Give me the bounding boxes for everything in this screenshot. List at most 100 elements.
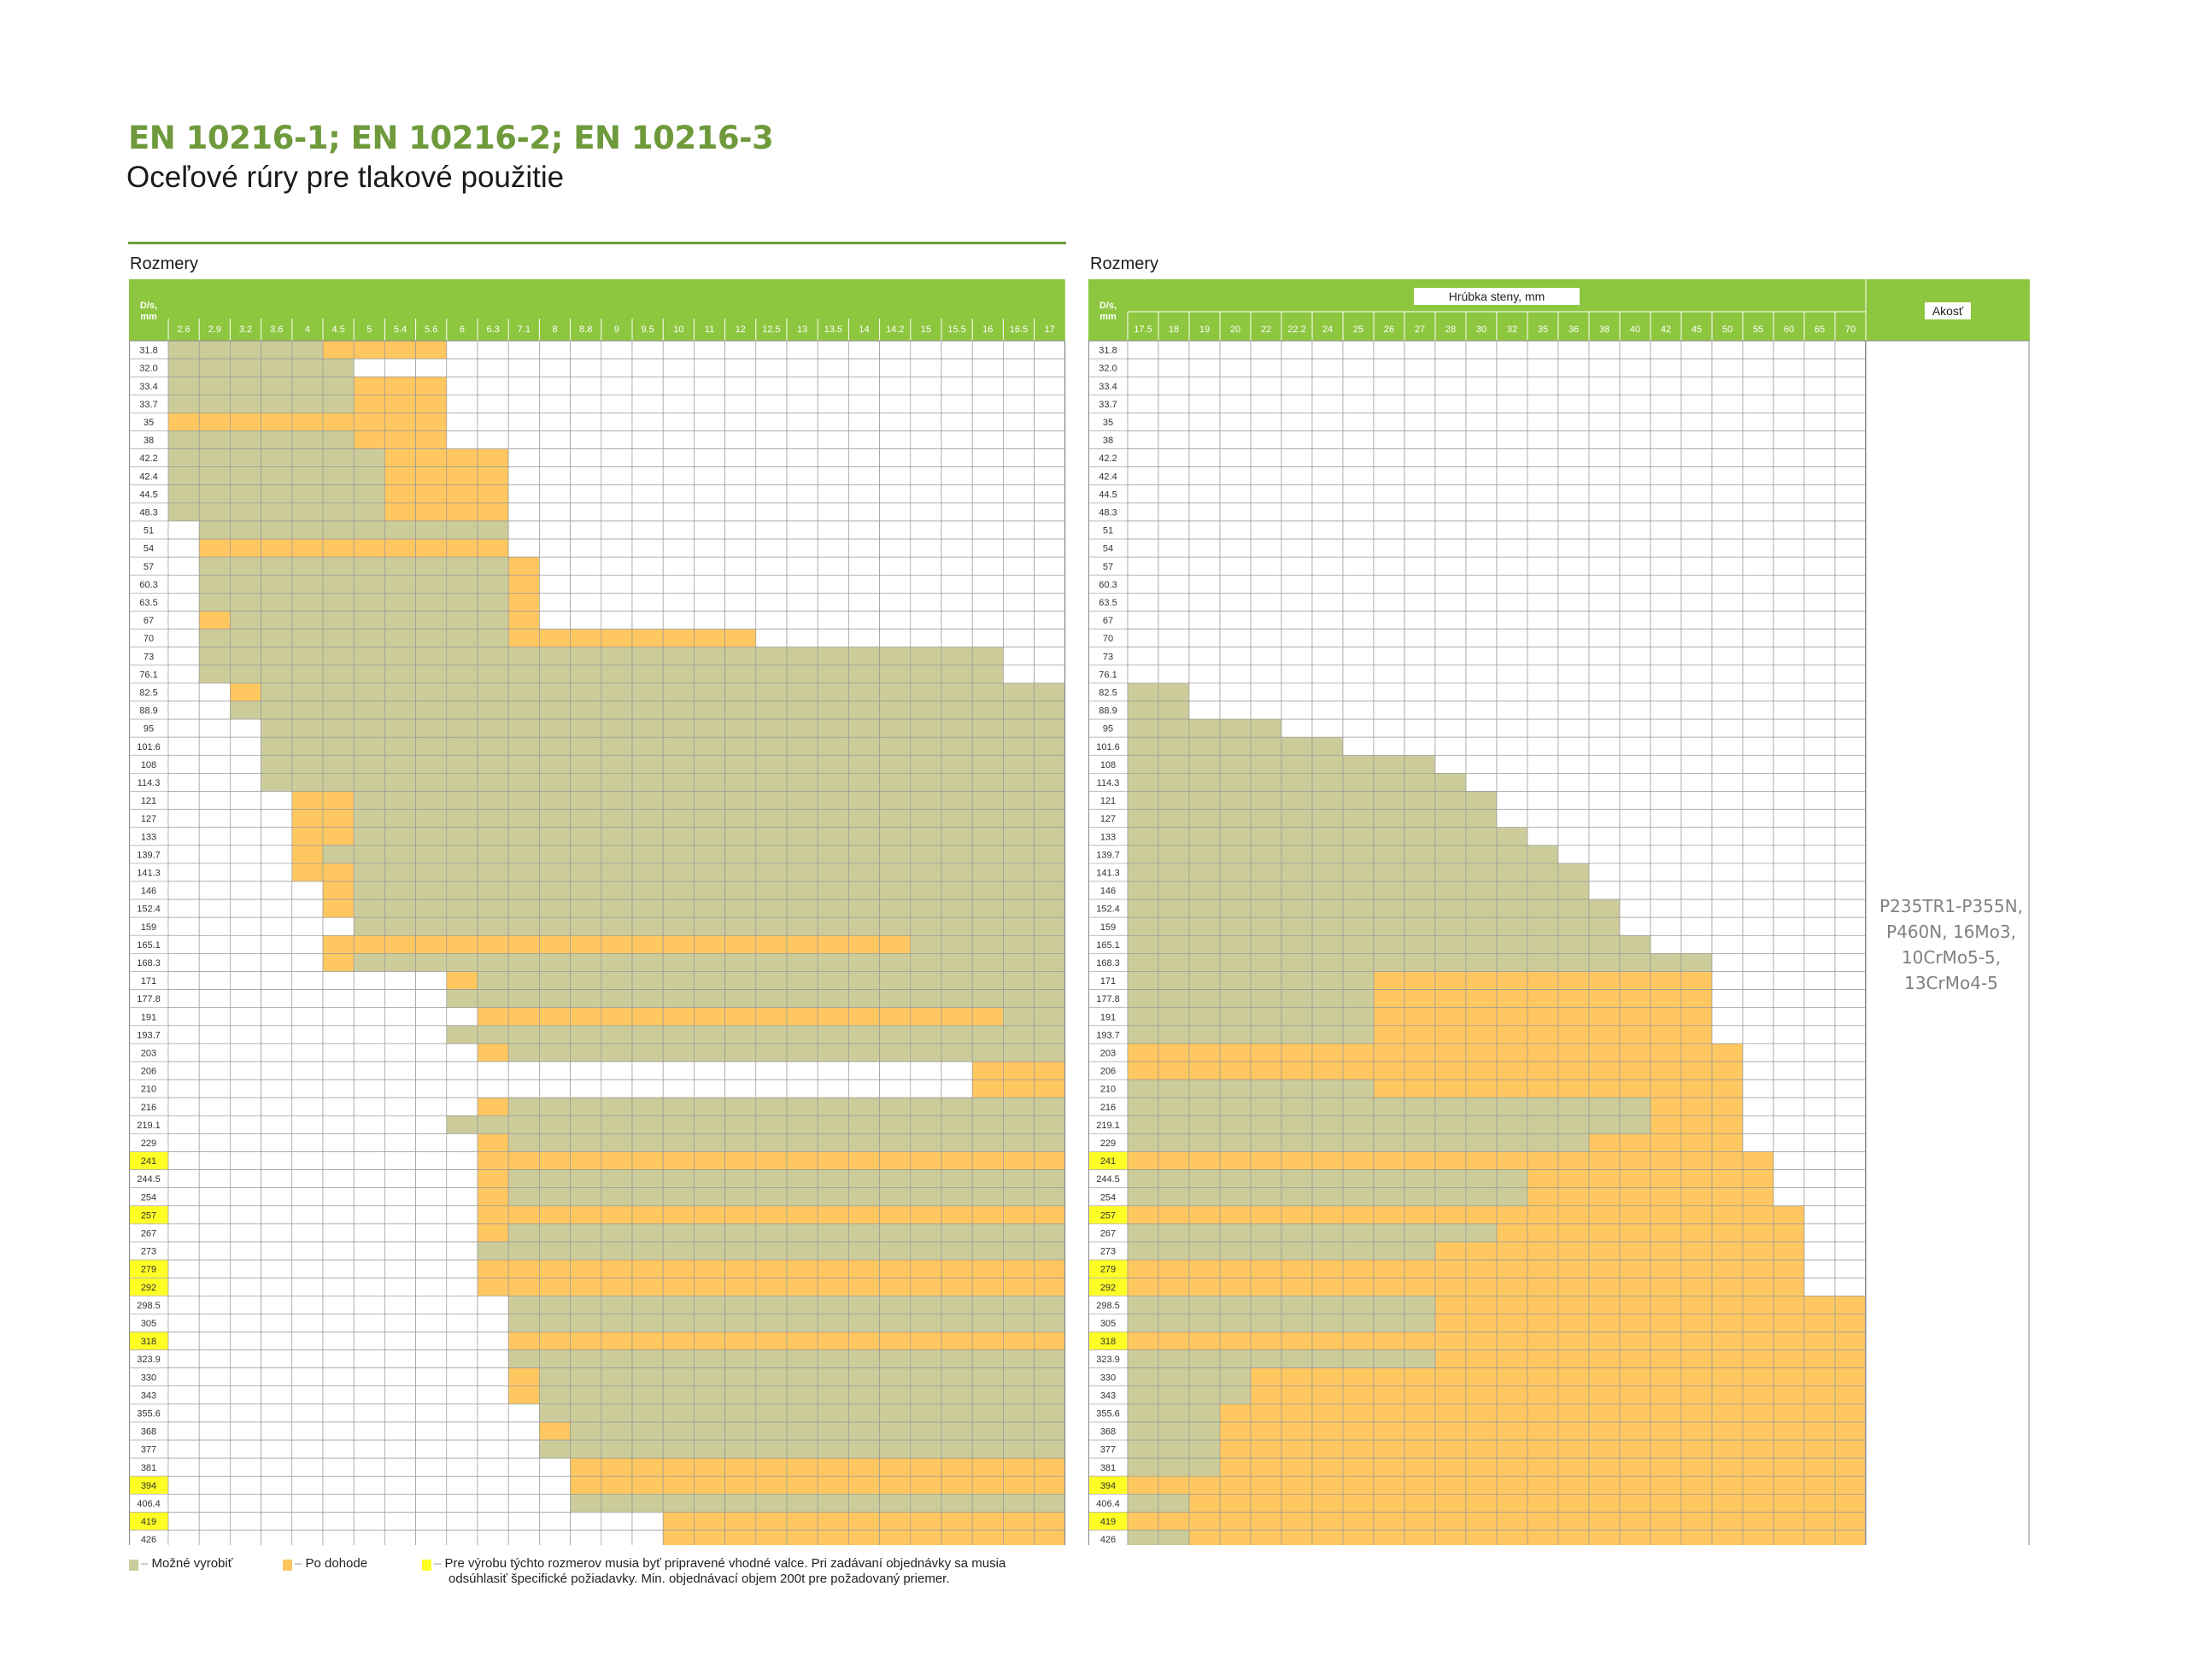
cell-agreement <box>1773 1421 1805 1441</box>
cell-empty <box>322 1332 355 1350</box>
cell-possible <box>415 664 448 684</box>
cell-possible <box>1158 1421 1190 1441</box>
cell-empty <box>415 1043 448 1062</box>
cell-empty <box>1742 953 1774 972</box>
cell-agreement <box>1250 1205 1282 1225</box>
cell-possible <box>322 845 355 864</box>
cell-agreement <box>1680 1133 1713 1152</box>
cell-possible <box>1250 1115 1282 1134</box>
cell-possible <box>1158 754 1190 774</box>
cell-empty <box>1496 466 1528 486</box>
cell-possible <box>1373 881 1405 900</box>
cell-agreement <box>1773 1259 1805 1279</box>
cell-possible <box>941 1241 973 1261</box>
cell-agreement <box>1619 1530 1651 1545</box>
cell-agreement <box>1619 1133 1651 1152</box>
cell-agreement <box>1465 1314 1498 1332</box>
cell-empty <box>198 1259 231 1279</box>
diameter-label: 82.5 <box>139 688 157 698</box>
cell-possible <box>1034 1295 1066 1314</box>
cell-empty <box>507 448 540 468</box>
cell-empty <box>477 1439 509 1459</box>
cell-empty <box>415 1512 448 1531</box>
cell-agreement <box>1404 971 1436 990</box>
cell-possible <box>724 1421 757 1441</box>
cell-empty <box>198 1043 231 1062</box>
thickness-label: 5 <box>366 325 372 335</box>
cell-empty <box>1496 773 1528 792</box>
cell-empty <box>1619 664 1651 684</box>
cell-possible <box>539 773 571 792</box>
cell-empty <box>570 413 602 431</box>
cell-empty <box>539 1530 571 1545</box>
cell-possible <box>1311 916 1344 936</box>
cell-possible <box>910 1314 942 1332</box>
cell-empty <box>1034 611 1066 629</box>
cell-agreement <box>1834 1439 1867 1459</box>
cell-empty <box>167 1259 200 1279</box>
cell-agreement <box>1465 1421 1498 1441</box>
cell-empty <box>353 1314 385 1332</box>
cell-empty <box>1557 466 1590 486</box>
cell-agreement <box>477 1223 509 1243</box>
cell-agreement <box>291 845 324 864</box>
cell-agreement <box>1281 1385 1313 1405</box>
cell-empty <box>322 1007 355 1027</box>
cell-possible <box>1158 1295 1190 1314</box>
cell-possible <box>507 827 540 846</box>
diameter-label: 394 <box>141 1481 156 1491</box>
cell-possible <box>507 664 540 684</box>
cell-agreement <box>1434 1530 1467 1545</box>
diameter-label: 254 <box>141 1192 156 1203</box>
cell-agreement <box>477 1259 509 1279</box>
diameter-label: 70 <box>144 634 154 644</box>
cell-empty <box>230 1385 261 1405</box>
cell-possible <box>694 664 725 684</box>
cell-empty <box>1834 502 1867 522</box>
cell-agreement <box>1465 1259 1498 1279</box>
cell-empty <box>291 1367 324 1387</box>
cell-empty <box>1188 593 1221 612</box>
cell-empty <box>570 1061 602 1080</box>
cell-possible <box>1311 953 1344 972</box>
cell-possible <box>724 1115 757 1134</box>
cell-agreement <box>1496 971 1528 990</box>
cell-empty <box>446 1223 478 1243</box>
cell-agreement <box>1803 1349 1836 1369</box>
cell-possible <box>941 881 973 900</box>
cell-agreement <box>1834 1530 1867 1545</box>
cell-possible <box>1003 718 1035 738</box>
cell-agreement <box>1619 1295 1651 1314</box>
cell-possible <box>1281 809 1313 828</box>
cell-possible <box>507 1295 540 1314</box>
cell-agreement <box>1434 1494 1467 1513</box>
cell-empty <box>1527 827 1559 846</box>
cell-possible <box>1003 971 1035 990</box>
cell-possible <box>1034 845 1066 864</box>
cell-empty <box>1404 502 1436 522</box>
cell-empty <box>1711 881 1744 900</box>
cell-possible <box>477 863 509 882</box>
cell-agreement <box>1281 1439 1313 1459</box>
cell-empty <box>1650 629 1682 648</box>
cell-empty <box>167 845 200 864</box>
cell-possible <box>1311 827 1344 846</box>
cell-possible <box>817 1097 849 1116</box>
cell-agreement <box>662 1530 695 1545</box>
diameter-label: 191 <box>1100 1012 1116 1022</box>
cell-possible <box>1342 1115 1375 1134</box>
cell-possible <box>353 718 385 738</box>
cell-empty <box>662 376 695 395</box>
cell-agreement <box>1404 1151 1436 1170</box>
cell-possible <box>1158 989 1190 1009</box>
cell-possible <box>1404 1241 1436 1261</box>
cell-empty <box>1742 736 1774 756</box>
cell-possible <box>261 611 293 629</box>
cell-empty <box>1588 502 1621 522</box>
cell-empty <box>1680 916 1713 936</box>
cell-agreement <box>1434 1349 1467 1369</box>
cell-empty <box>1188 484 1221 504</box>
cell-possible <box>1342 953 1375 972</box>
cell-empty <box>1742 971 1774 990</box>
cell-possible <box>570 1494 602 1513</box>
